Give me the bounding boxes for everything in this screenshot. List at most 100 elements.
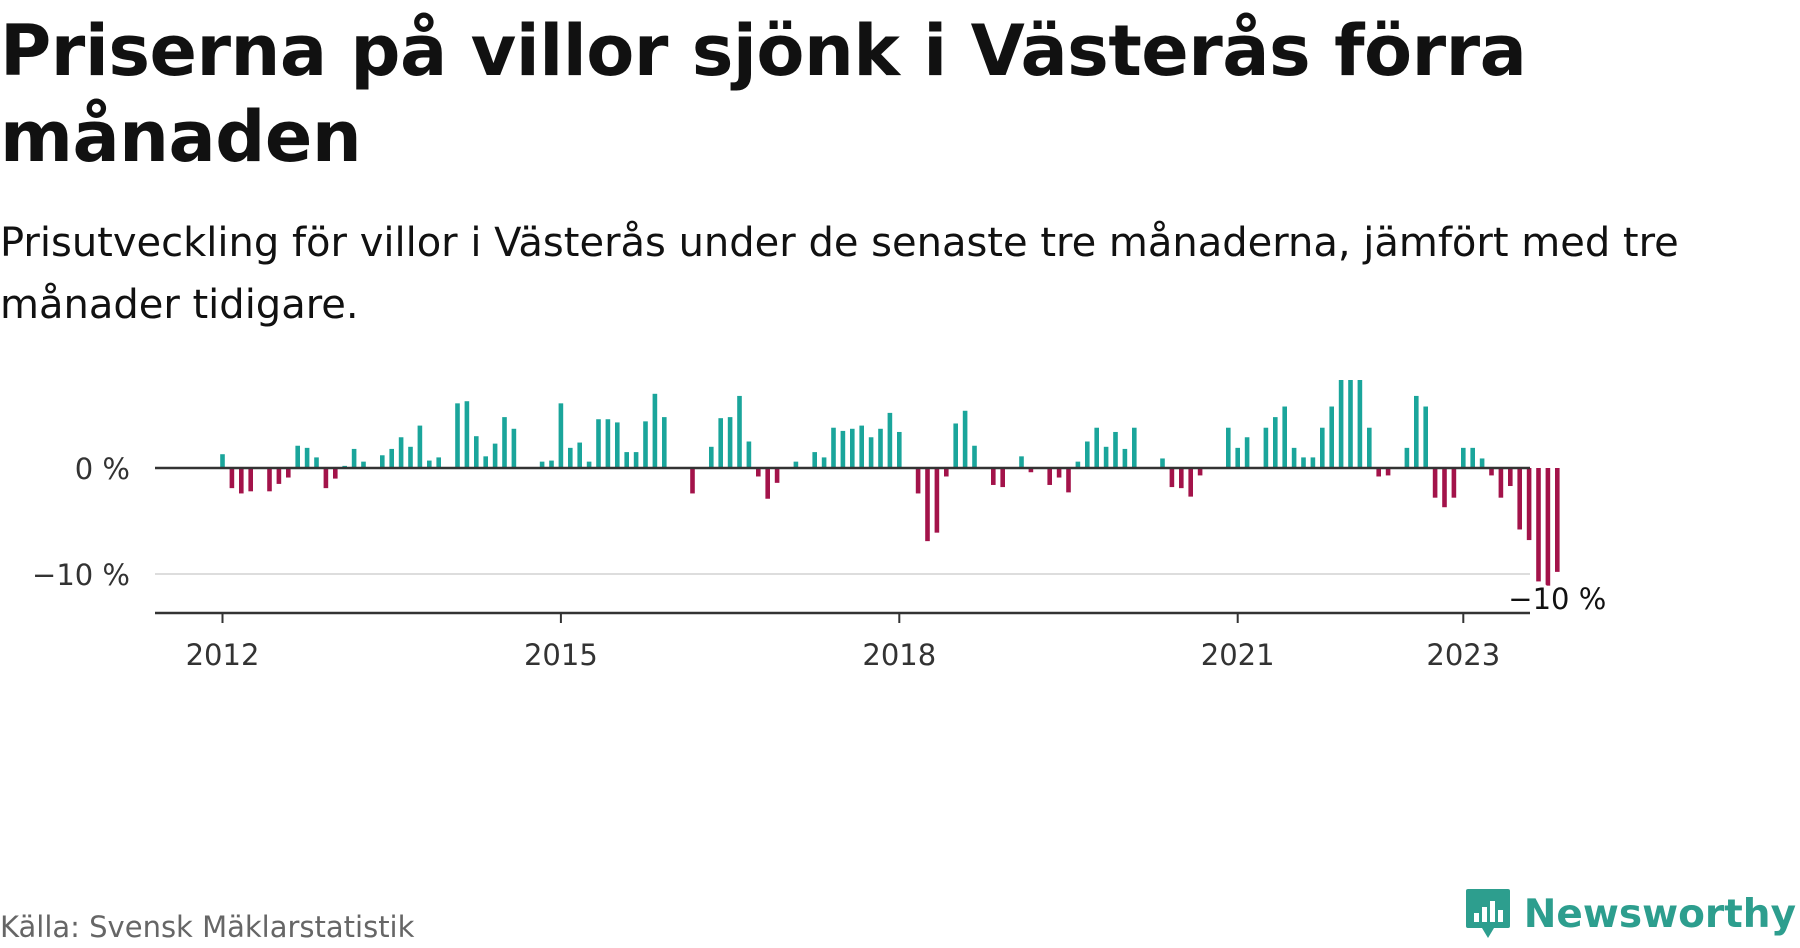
- bar: [643, 421, 648, 468]
- bar: [568, 447, 573, 468]
- bar: [1273, 417, 1278, 468]
- x-tick-label: 2021: [1201, 638, 1275, 672]
- bar: [1432, 468, 1438, 498]
- bar: [1094, 427, 1099, 468]
- bar: [549, 460, 554, 468]
- x-tick-label: 2018: [862, 638, 936, 672]
- brand[interactable]: Newsworthy: [1464, 886, 1796, 942]
- bar: [1113, 431, 1118, 468]
- bar: [229, 468, 235, 489]
- bar: [304, 447, 310, 468]
- bar: [1066, 468, 1071, 493]
- last-value-label: −10 %: [1508, 582, 1606, 616]
- bar: [953, 423, 958, 468]
- bar: [577, 442, 582, 468]
- bar: [351, 448, 357, 468]
- bars: [220, 380, 1560, 586]
- bar: [1367, 427, 1372, 468]
- bar: [868, 437, 874, 468]
- bar: [502, 417, 507, 468]
- bar: [624, 452, 629, 468]
- bar: [596, 419, 601, 468]
- bar: [765, 468, 770, 499]
- bar: [1235, 447, 1240, 468]
- bar: [380, 455, 385, 468]
- bar: [1423, 406, 1428, 468]
- bar: [333, 468, 338, 479]
- bar: [1442, 468, 1447, 508]
- bar: [915, 468, 921, 494]
- bar: [690, 468, 695, 494]
- bar: [417, 425, 423, 468]
- bar: [323, 468, 329, 489]
- bar: [737, 395, 742, 468]
- bar: [1056, 468, 1062, 478]
- bar: [408, 446, 413, 468]
- bar: [427, 460, 432, 468]
- bar: [1536, 468, 1541, 582]
- bar: [464, 401, 470, 468]
- bar: [1197, 468, 1203, 476]
- bar: [1169, 468, 1175, 488]
- bar: [1122, 448, 1128, 468]
- bar: [1385, 468, 1391, 476]
- bar: [220, 454, 225, 468]
- bar: [1479, 458, 1485, 468]
- bar: [756, 468, 761, 477]
- chart-subtitle: Prisutveckling för villor i Västerås und…: [0, 220, 1679, 328]
- x-tick-label: 2023: [1426, 638, 1500, 672]
- bar: [812, 452, 817, 468]
- bar: [1508, 468, 1513, 487]
- bar: [389, 448, 394, 468]
- bar: [286, 468, 291, 478]
- bar: [474, 436, 479, 468]
- bar: [831, 427, 836, 468]
- bar: [1489, 468, 1494, 476]
- newsworthy-logo-icon: [1465, 889, 1510, 938]
- bar: [1047, 468, 1052, 485]
- bar: [1357, 380, 1363, 468]
- bar: [539, 461, 545, 468]
- bar: [1028, 468, 1034, 473]
- bar: [314, 457, 319, 468]
- bar: [1160, 458, 1165, 468]
- bar: [1301, 457, 1306, 468]
- bar: [962, 410, 968, 468]
- bar: [483, 456, 488, 468]
- bar: [1451, 468, 1457, 498]
- bar: [746, 441, 752, 468]
- bar: [239, 468, 244, 494]
- bar: [1348, 380, 1353, 468]
- bar: [718, 418, 723, 468]
- bar: [878, 428, 883, 468]
- bar: [1226, 427, 1231, 468]
- bar: [398, 437, 404, 468]
- bar: [511, 428, 517, 468]
- bar: [1132, 427, 1137, 468]
- bar: [1263, 427, 1269, 468]
- bar: [1329, 406, 1334, 468]
- bar: [925, 468, 930, 542]
- source-note: Källa: Svensk Mäklarstatistik: [0, 910, 415, 944]
- bar: [558, 403, 564, 468]
- bar: [295, 445, 300, 468]
- bar: [991, 468, 996, 485]
- bar: [1526, 468, 1532, 541]
- bar: [972, 445, 977, 468]
- bar: [276, 468, 282, 484]
- bar: [1282, 406, 1287, 468]
- bar: [709, 446, 714, 468]
- bar: [1338, 380, 1344, 468]
- y-tick-label: 0 %: [75, 452, 130, 486]
- bar: [267, 468, 272, 492]
- bar: [605, 419, 611, 468]
- bar: [248, 468, 253, 492]
- bar: [1291, 447, 1297, 468]
- bar: [1103, 446, 1109, 468]
- bar: [652, 393, 658, 468]
- chart-title: Priserna på villor sjönk i Västerås förr…: [0, 10, 1527, 178]
- bar: [840, 430, 846, 468]
- bar: [727, 417, 733, 468]
